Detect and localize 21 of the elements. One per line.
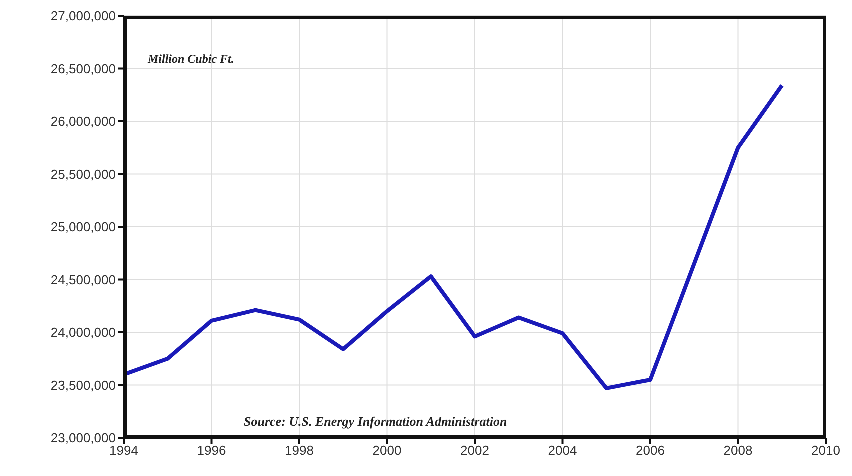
y-tick-label: 25,500,000: [50, 166, 116, 182]
x-tick-label: 1998: [285, 443, 314, 458]
y-tick-label: 27,000,000: [50, 8, 116, 24]
y-tick-label: 26,500,000: [50, 61, 116, 76]
y-tick-label: 24,000,000: [50, 325, 116, 340]
y-tick-label: 24,500,000: [50, 272, 116, 288]
annotation: Source: U.S. Energy Information Administration: [244, 414, 508, 430]
x-tick-label: 2010: [812, 443, 840, 458]
y-tick-label: 25,000,000: [50, 220, 116, 235]
annotation: Million Cubic Ft.: [148, 52, 234, 67]
x-tick-label: 2002: [460, 443, 490, 458]
x-tick-label: 2000: [372, 443, 402, 458]
y-tick-label: 26,000,000: [50, 114, 116, 130]
y-tick-label: 23,000,000: [50, 430, 116, 446]
line-series: [124, 84, 784, 390]
x-tick-label: 2006: [636, 443, 665, 458]
y-tick-label: 23,500,000: [50, 378, 116, 393]
x-tick-label: 1996: [197, 443, 226, 458]
x-tick-label: 2008: [724, 443, 753, 458]
x-tick-label: 1994: [110, 443, 138, 458]
x-tick-label: 2004: [548, 443, 578, 458]
